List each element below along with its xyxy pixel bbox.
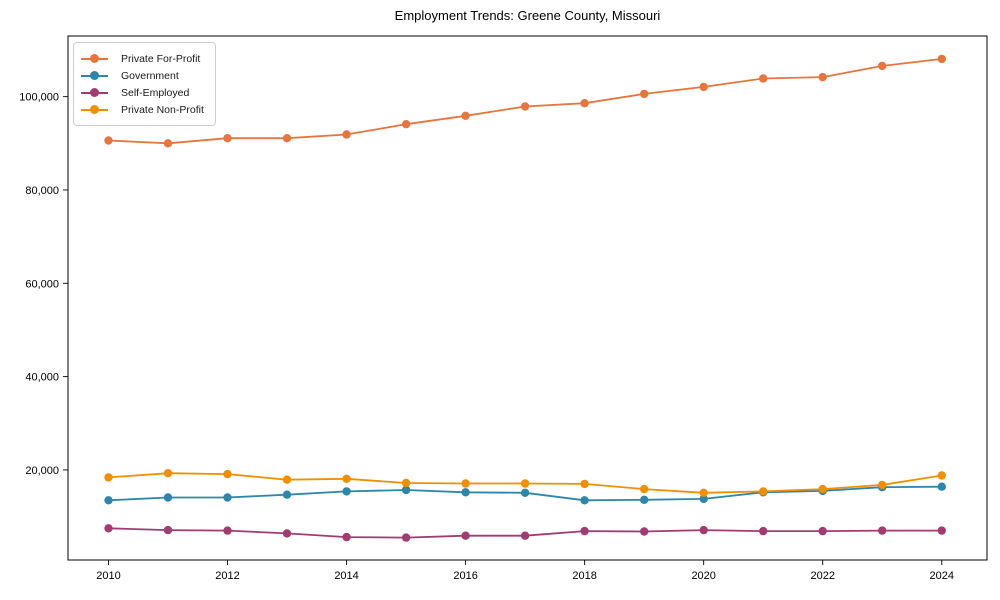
y-tick-label: 60,000 (25, 278, 59, 290)
data-point-private-for-profit-2022 (818, 72, 827, 82)
data-point-private-for-profit-2010 (104, 136, 113, 145)
data-point-private-non-profit-2017 (520, 479, 530, 488)
data-point-private-non-profit-2024 (937, 471, 946, 480)
y-tick-label: 40,000 (25, 372, 59, 384)
legend: Private For-Profit Government Self-Employe… (73, 42, 216, 126)
data-point-private-non-profit-2016 (461, 479, 470, 488)
data-point-self-employed-2022 (818, 526, 827, 536)
legend-item: Government (81, 67, 204, 84)
data-point-government-2013 (282, 490, 292, 499)
data-point-self-employed-2023 (878, 526, 887, 535)
data-point-private-non-profit-2013 (282, 475, 292, 484)
legend-line-dot-marker (81, 54, 108, 63)
legend-label: Government (121, 69, 179, 82)
data-point-private-non-profit-2022 (818, 484, 827, 494)
data-point-private-non-profit-2019 (640, 484, 649, 494)
data-point-private-for-profit-2023 (878, 61, 887, 71)
data-point-self-employed-2019 (640, 527, 649, 536)
x-tick-label: 2010 (96, 570, 120, 582)
y-tick-label: 20,000 (25, 465, 59, 477)
data-point-private-for-profit-2013 (282, 134, 292, 143)
legend-line-dot-marker (81, 88, 108, 97)
data-point-private-for-profit-2021 (759, 74, 768, 83)
data-point-self-employed-2011 (163, 525, 173, 535)
axes-spines (67, 35, 988, 561)
data-point-self-employed-2015 (401, 533, 411, 542)
y-tick-label: 80,000 (25, 185, 59, 197)
legend-item: Private Non-Profit (81, 101, 204, 118)
data-point-private-non-profit-2010 (104, 473, 113, 482)
data-point-self-employed-2013 (282, 529, 292, 538)
legend-line-dot-marker (81, 71, 108, 80)
data-point-private-for-profit-2019 (640, 89, 649, 99)
data-point-government-2020 (699, 494, 708, 504)
data-point-government-2012 (223, 493, 232, 502)
data-point-private-for-profit-2014 (342, 130, 351, 139)
data-point-self-employed-2012 (223, 526, 232, 535)
data-point-government-2014 (342, 487, 351, 496)
x-tick-label: 2018 (572, 570, 596, 582)
legend-label: Private Non-Profit (121, 103, 204, 116)
data-point-private-for-profit-2020 (699, 82, 708, 92)
data-point-private-non-profit-2020 (699, 488, 708, 497)
data-point-self-employed-2018 (580, 526, 589, 536)
data-point-self-employed-2010 (104, 524, 113, 533)
data-point-private-for-profit-2015 (401, 120, 411, 129)
data-point-government-2011 (163, 493, 173, 502)
data-point-government-2016 (461, 488, 470, 497)
data-point-private-for-profit-2017 (520, 102, 530, 111)
data-point-self-employed-2016 (461, 531, 470, 540)
x-tick-label: 2020 (691, 570, 715, 582)
data-point-self-employed-2014 (342, 532, 351, 542)
data-point-self-employed-2021 (759, 526, 768, 536)
legend-label: Self-Employed (121, 86, 190, 99)
x-tick-label: 2024 (930, 570, 954, 582)
data-point-government-2017 (520, 488, 530, 497)
data-point-private-non-profit-2014 (342, 474, 351, 483)
chart-title: Employment Trends: Greene County, Missou… (394, 8, 661, 23)
legend-label: Private For-Profit (121, 52, 201, 65)
data-point-private-for-profit-2016 (461, 111, 470, 121)
data-point-private-non-profit-2012 (223, 469, 232, 479)
data-point-government-2019 (640, 495, 649, 504)
legend-line-dot-marker (81, 105, 108, 114)
data-point-government-2010 (104, 496, 113, 505)
legend-item: Private For-Profit (81, 50, 204, 67)
x-tick-label: 2014 (334, 570, 358, 582)
data-point-government-2024 (937, 482, 946, 491)
legend-item: Self-Employed (81, 84, 204, 101)
data-point-self-employed-2024 (937, 526, 946, 535)
data-point-government-2015 (401, 485, 411, 495)
y-tick-label: 100,000 (19, 92, 59, 104)
data-point-private-non-profit-2021 (759, 487, 768, 496)
data-point-self-employed-2020 (699, 525, 708, 535)
series-line-private-for-profit (108, 58, 942, 145)
data-point-private-for-profit-2012 (223, 134, 232, 143)
data-point-private-non-profit-2018 (580, 479, 589, 489)
data-point-government-2018 (580, 496, 589, 505)
x-tick-label: 2022 (810, 570, 834, 582)
x-tick-label: 2016 (453, 570, 477, 582)
x-tick-label: 2012 (215, 570, 239, 582)
data-point-private-non-profit-2011 (163, 469, 173, 478)
data-point-private-for-profit-2011 (163, 139, 173, 148)
data-point-private-for-profit-2024 (937, 54, 946, 64)
data-point-private-for-profit-2018 (580, 99, 589, 108)
data-point-private-non-profit-2023 (878, 480, 887, 490)
data-point-self-employed-2017 (520, 531, 530, 540)
data-point-private-non-profit-2015 (401, 478, 411, 488)
